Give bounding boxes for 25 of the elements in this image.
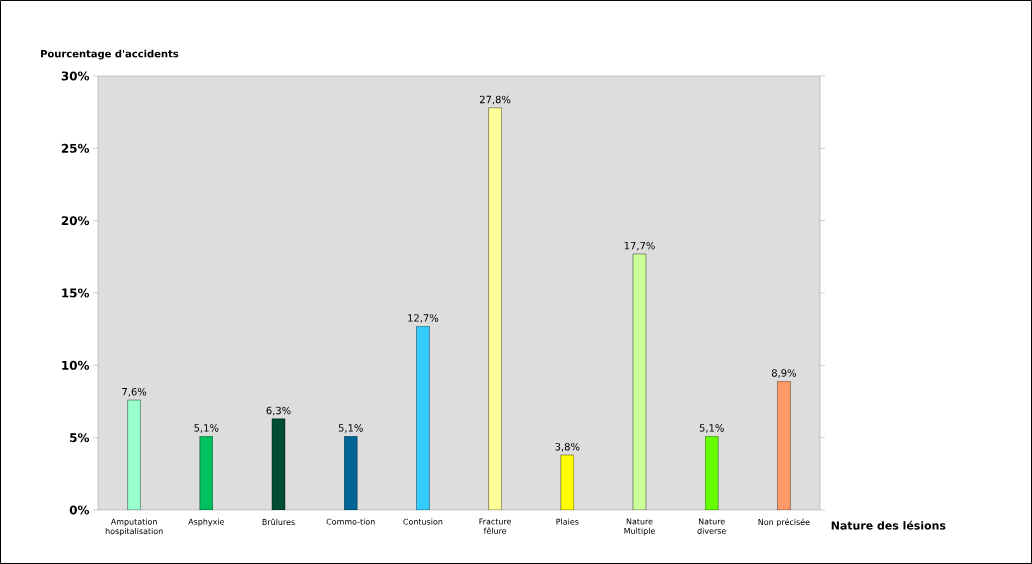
- bar: [416, 326, 430, 510]
- data-label: 5,1%: [338, 424, 363, 433]
- data-label: 12,7%: [408, 314, 439, 323]
- bar: [344, 436, 358, 510]
- y-tick-label: 10%: [62, 360, 90, 370]
- y-axis-title: Pourcentage d'accidents: [41, 49, 179, 60]
- data-label: 5,1%: [699, 424, 724, 433]
- y-tick-label: 0%: [69, 505, 90, 515]
- bar: [777, 381, 791, 510]
- bar: [705, 436, 719, 510]
- bar: [199, 436, 214, 510]
- y-tick-label: 15%: [62, 288, 90, 298]
- y-tick-label: 5%: [70, 433, 90, 443]
- y-tick-label: 25%: [61, 143, 90, 153]
- data-label: 8,9%: [771, 369, 797, 378]
- data-label: 3,8%: [555, 442, 580, 452]
- data-label: 6,3%: [266, 406, 291, 416]
- data-label: 17,7%: [624, 241, 655, 251]
- bar: [488, 107, 502, 510]
- data-label: 27,8%: [480, 95, 511, 105]
- data-label: 7,6%: [122, 387, 147, 397]
- data-label: 5,1%: [194, 424, 219, 433]
- y-tick-label: 30%: [61, 71, 90, 81]
- y-tick-label: 20%: [61, 216, 90, 226]
- x-axis-title: Nature des lésions: [831, 520, 946, 530]
